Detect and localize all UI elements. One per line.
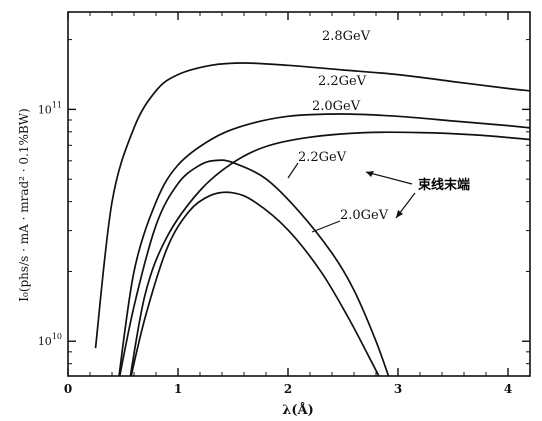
series-line-2 bbox=[129, 131, 530, 376]
x-axis-title: λ(Å) bbox=[282, 402, 314, 418]
plot-border bbox=[67, 11, 531, 377]
labels-group: 2.8GeV 2.2GeV 2.0GeV 2.2GeV 2.0GeV 束线末端 bbox=[287, 29, 470, 233]
y-axis-title: I₀(phs/s · mA · mrad² · 0.1%BW) bbox=[17, 108, 31, 301]
series-label-3: 2.2GeV bbox=[298, 150, 347, 165]
annotation-label: 束线末端 bbox=[418, 177, 470, 193]
series-group bbox=[94, 62, 530, 376]
series-line-3 bbox=[118, 159, 390, 376]
x-tick-label: 4 bbox=[504, 382, 512, 396]
series-label-4: 2.0GeV bbox=[340, 208, 389, 223]
axis-ticks: 0 1 2 3 4 1010 1011 bbox=[38, 12, 530, 396]
x-tick-label: 0 bbox=[64, 382, 72, 396]
series-line-1 bbox=[118, 113, 530, 376]
series-label-0: 2.8GeV bbox=[322, 29, 371, 44]
leader-line-2p2 bbox=[287, 162, 299, 179]
y-tick-label: 1011 bbox=[38, 100, 62, 116]
leader-line-2p0 bbox=[311, 220, 341, 233]
annotation-arrowhead-upper bbox=[366, 171, 374, 177]
y-tick-label: 1010 bbox=[38, 332, 62, 348]
annotation-arrowhead-lower bbox=[396, 210, 403, 218]
plot-frame bbox=[67, 11, 531, 377]
series-line-4 bbox=[130, 191, 380, 376]
series-label-2: 2.0GeV bbox=[312, 99, 361, 114]
x-tick-label: 3 bbox=[394, 382, 402, 396]
series-label-1: 2.2GeV bbox=[318, 74, 367, 89]
x-tick-label: 2 bbox=[284, 382, 292, 396]
annotation-arrow-upper bbox=[365, 171, 413, 185]
series-line-0 bbox=[94, 62, 530, 349]
x-tick-label: 1 bbox=[174, 382, 182, 396]
